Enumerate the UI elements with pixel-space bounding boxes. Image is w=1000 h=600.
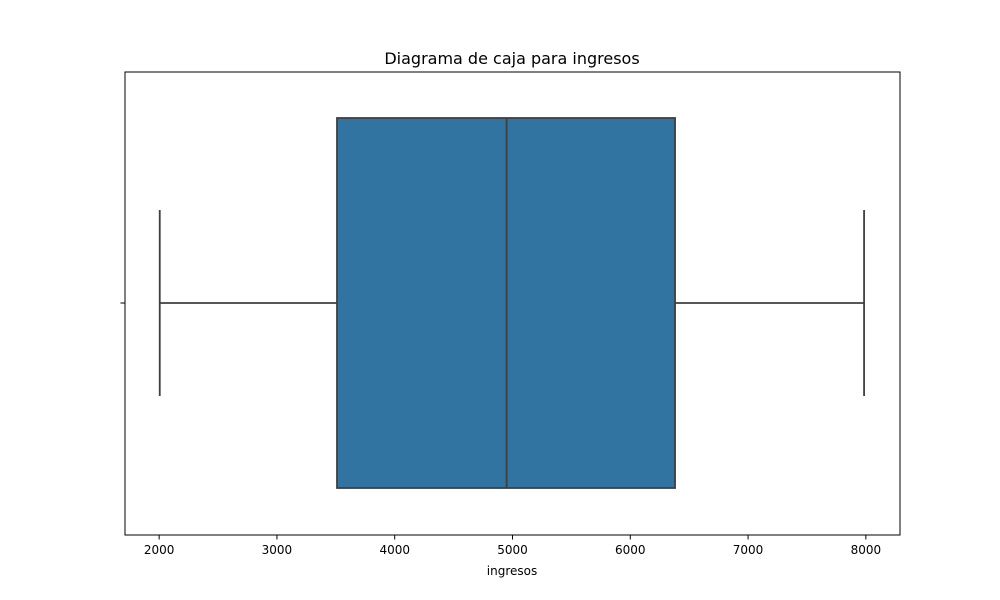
x-axis-ticks: 2000 3000 4000 5000 6000 7000 8000 — [144, 535, 881, 557]
x-tick-label: 4000 — [379, 543, 410, 557]
x-tick-label: 6000 — [615, 543, 646, 557]
x-tick-label: 3000 — [262, 543, 293, 557]
x-tick-label: 8000 — [851, 543, 882, 557]
chart-title: Diagrama de caja para ingresos — [384, 49, 639, 68]
x-tick-label: 2000 — [144, 543, 175, 557]
x-tick-label: 5000 — [497, 543, 528, 557]
x-tick-label: 7000 — [733, 543, 764, 557]
plot-area — [158, 117, 865, 489]
x-axis-label: ingresos — [487, 564, 537, 578]
